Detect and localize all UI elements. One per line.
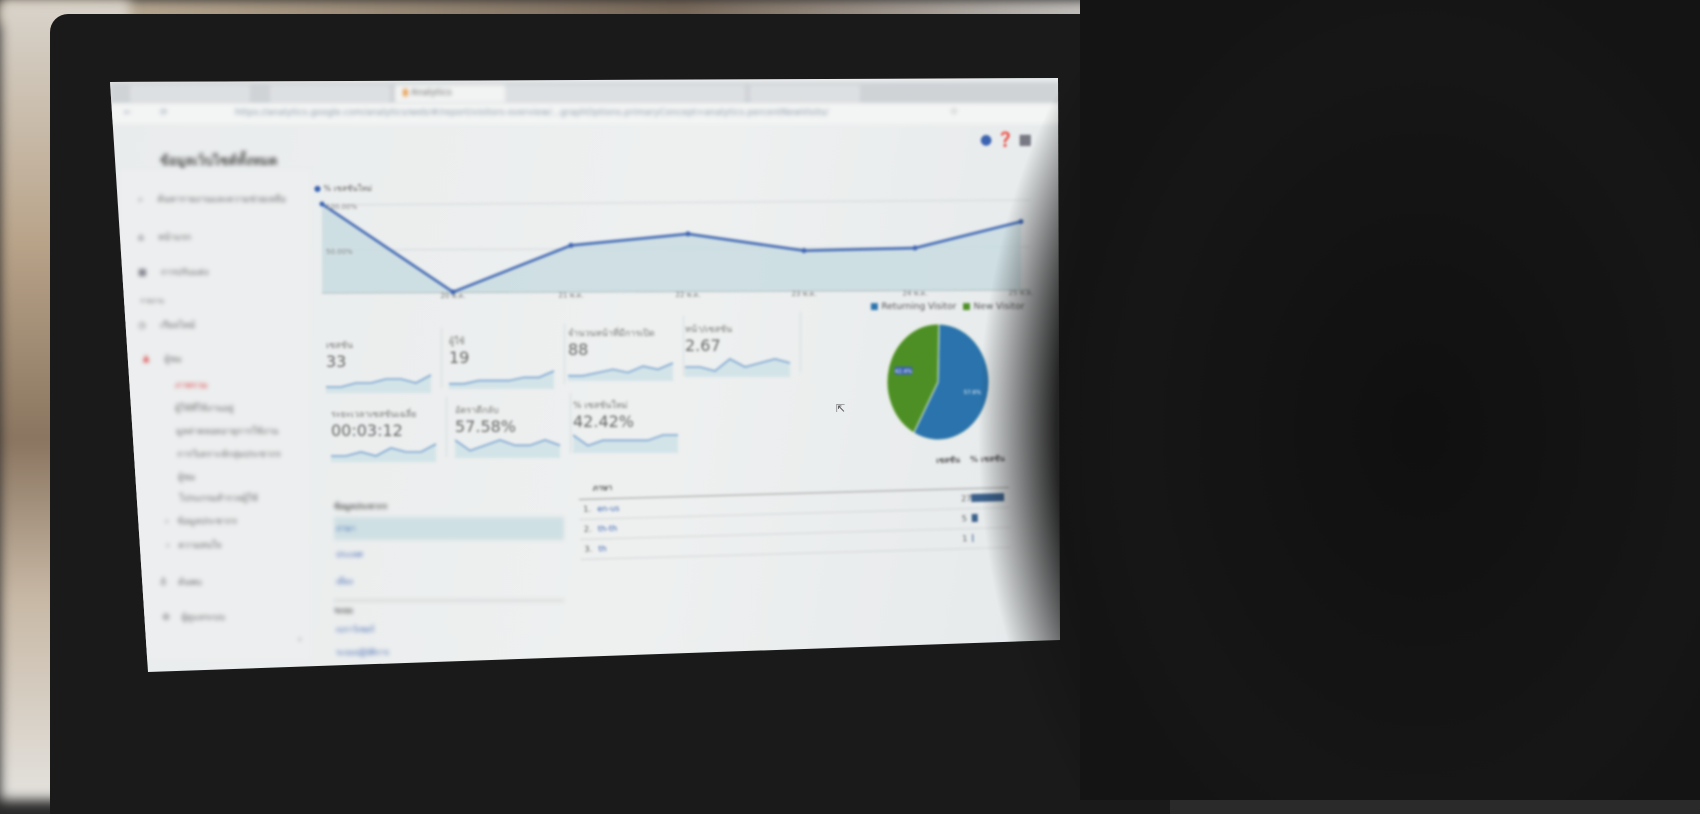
language-table: เซสชัน % เซสชัน ภาษา 1. en-us 27 2. th-th 5 3.… (578, 450, 1011, 560)
row-name[interactable]: th-th (597, 523, 618, 534)
dimension-item[interactable]: เมือง (336, 577, 353, 586)
row-rank: 2. (583, 524, 592, 534)
pie-slice-label: 42.4% (895, 369, 912, 375)
dimension-header: ข้อมูลประชากร (334, 502, 388, 511)
row-share-bar (972, 533, 974, 543)
row-name[interactable]: th (598, 544, 607, 554)
dimension-list: ข้อมูลประชากร ภาษา ประเทศ เมือง ระบบ เบร… (334, 500, 564, 663)
dimension-section: ระบบ (334, 600, 564, 617)
row-name[interactable]: en-us (597, 503, 620, 514)
dimension-item[interactable]: เบราว์เซอร์ (336, 625, 375, 634)
row-rank: 1. (583, 504, 592, 514)
row-sessions: 5 (961, 514, 967, 524)
column-header-sessions: เซสชัน (935, 455, 961, 465)
mouse-cursor-icon: ⇱ (836, 402, 846, 415)
row-sessions: 1 (962, 534, 968, 544)
dimension-item-selected[interactable]: ภาษา (334, 517, 564, 540)
row-share-bar (971, 493, 1004, 503)
pie-slice-label: 57.6% (964, 390, 981, 396)
row-sessions: 27 (961, 494, 972, 504)
foreground-shadow (1080, 0, 1700, 800)
column-header-percent: % เซสชัน (969, 454, 1005, 465)
dimension-item[interactable]: ประเทศ (336, 550, 363, 559)
row-share-bar (971, 513, 978, 523)
row-rank: 3. (584, 544, 593, 554)
